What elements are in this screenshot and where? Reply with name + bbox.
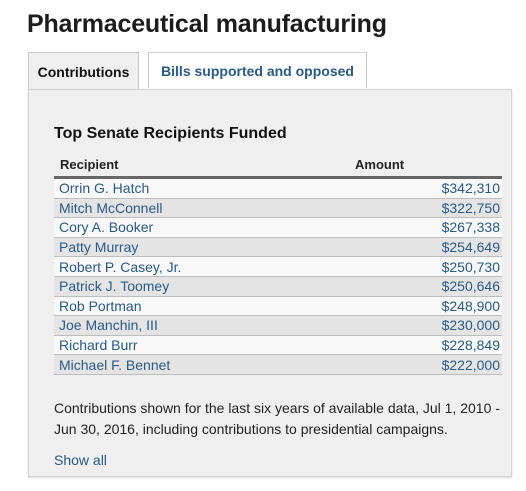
table-row: Cory A. Booker $267,338 [54,218,502,238]
amount-value: $250,646 [441,278,500,295]
amount-value: $342,310 [441,180,500,197]
recipient-link[interactable]: Richard Burr [59,337,138,354]
table-row: Robert P. Casey, Jr. $250,730 [54,257,502,277]
table-row: Patrick J. Toomey $250,646 [54,276,502,297]
recipient-link[interactable]: Mitch McConnell [59,199,163,216]
amount-value: $230,000 [441,317,500,334]
show-all-link[interactable]: Show all [54,452,107,468]
column-header-amount: Amount [355,157,405,172]
amount-value: $250,730 [441,258,500,275]
recipient-link[interactable]: Michael F. Bennet [59,356,171,373]
recipient-link[interactable]: Orrin G. Hatch [59,180,150,197]
recipient-link[interactable]: Cory A. Booker [59,219,154,236]
tab-bills-supported-and-opposed[interactable]: Bills supported and opposed [148,52,367,88]
table-row: Joe Manchin, III $230,000 [54,316,502,336]
page-title: Pharmaceutical manufacturing [27,10,387,38]
table-row: Patty Murray $254,649 [54,237,502,258]
amount-value: $248,900 [441,297,500,314]
column-header-recipient: Recipient [60,157,119,172]
recipient-link[interactable]: Joe Manchin, III [59,317,158,334]
recipients-table: Orrin G. Hatch $342,310 Mitch McConnell … [54,179,502,375]
amount-value: $222,000 [441,356,500,373]
table-row: Michael F. Bennet $222,000 [54,355,502,375]
tab-contributions[interactable]: Contributions [28,52,139,90]
recipient-link[interactable]: Rob Portman [59,297,142,314]
table-row: Mitch McConnell $322,750 [54,198,502,219]
table-row: Rob Portman $248,900 [54,296,502,317]
data-range-note: Contributions shown for the last six yea… [54,400,500,437]
amount-value: $267,338 [441,219,500,236]
recipient-link[interactable]: Robert P. Casey, Jr. [59,258,182,275]
amount-value: $322,750 [441,199,500,216]
section-title: Top Senate Recipients Funded [54,125,287,142]
recipient-link[interactable]: Patty Murray [59,239,139,256]
table-row: Richard Burr $228,849 [54,335,502,356]
amount-value: $254,649 [441,239,500,256]
header-divider [54,176,502,179]
amount-value: $228,849 [441,337,500,354]
recipient-link[interactable]: Patrick J. Toomey [59,278,170,295]
contributions-panel: Top Senate Recipients Funded Recipient A… [28,89,512,477]
table-row: Orrin G. Hatch $342,310 [54,179,502,199]
